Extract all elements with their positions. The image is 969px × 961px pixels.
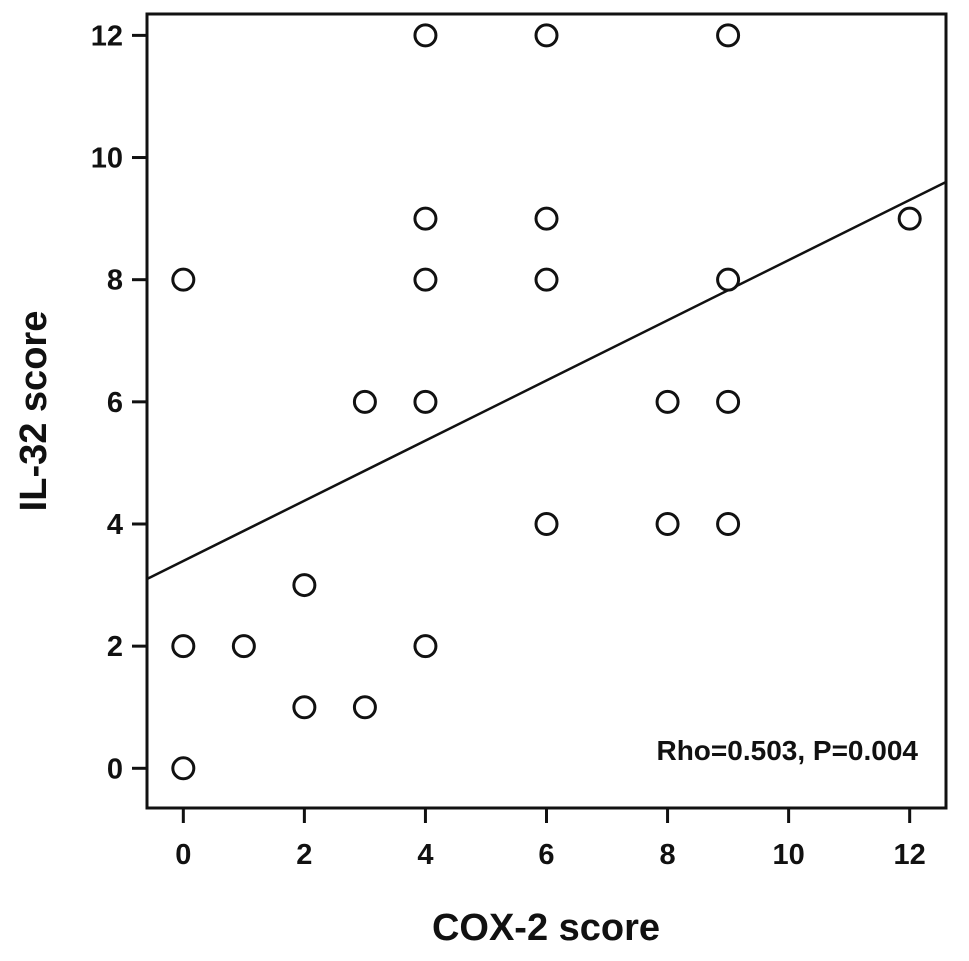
data-point <box>413 389 438 414</box>
data-point <box>534 267 559 292</box>
x-axis-label: COX-2 score <box>432 907 660 949</box>
y-axis: 0 2 4 6 8 10 12 <box>91 20 147 785</box>
data-point <box>655 389 680 414</box>
data-point <box>231 634 256 659</box>
data-point <box>292 695 317 720</box>
data-point <box>716 511 741 536</box>
points-layer <box>171 23 922 781</box>
data-point <box>171 756 196 781</box>
data-point <box>413 23 438 48</box>
x-tick-label: 2 <box>296 839 312 871</box>
fit-line-layer <box>146 180 947 581</box>
data-point <box>352 389 377 414</box>
data-point <box>534 511 559 536</box>
data-point <box>716 267 741 292</box>
y-tick-label: 8 <box>107 265 123 297</box>
data-point <box>292 573 317 598</box>
data-point <box>534 206 559 231</box>
y-tick-label: 6 <box>107 387 123 419</box>
y-axis-label: IL-32 score <box>13 311 55 512</box>
data-point <box>413 267 438 292</box>
data-point <box>716 389 741 414</box>
x-tick-label: 10 <box>772 839 804 871</box>
annotation-text: Rho=0.503, P=0.004 <box>656 735 918 766</box>
data-point <box>716 23 741 48</box>
x-tick-label: 0 <box>175 839 191 871</box>
fit-line <box>146 180 947 581</box>
y-tick-label: 0 <box>107 753 123 785</box>
data-point <box>534 23 559 48</box>
plot-frame <box>145 12 948 810</box>
data-point <box>352 695 377 720</box>
data-point <box>655 511 680 536</box>
x-tick-label: 8 <box>659 839 675 871</box>
x-tick-label: 4 <box>417 839 433 871</box>
x-axis: 0 2 4 6 8 10 12 <box>175 808 926 871</box>
x-tick-label: 12 <box>894 839 926 871</box>
data-point <box>897 206 922 231</box>
y-tick-label: 10 <box>91 143 123 175</box>
data-point <box>171 267 196 292</box>
y-tick-label: 4 <box>107 509 123 541</box>
y-tick-label: 12 <box>91 20 123 52</box>
y-tick-label: 2 <box>107 631 123 663</box>
data-point <box>171 634 196 659</box>
data-point <box>413 634 438 659</box>
data-point <box>413 206 438 231</box>
x-tick-label: 6 <box>538 839 554 871</box>
